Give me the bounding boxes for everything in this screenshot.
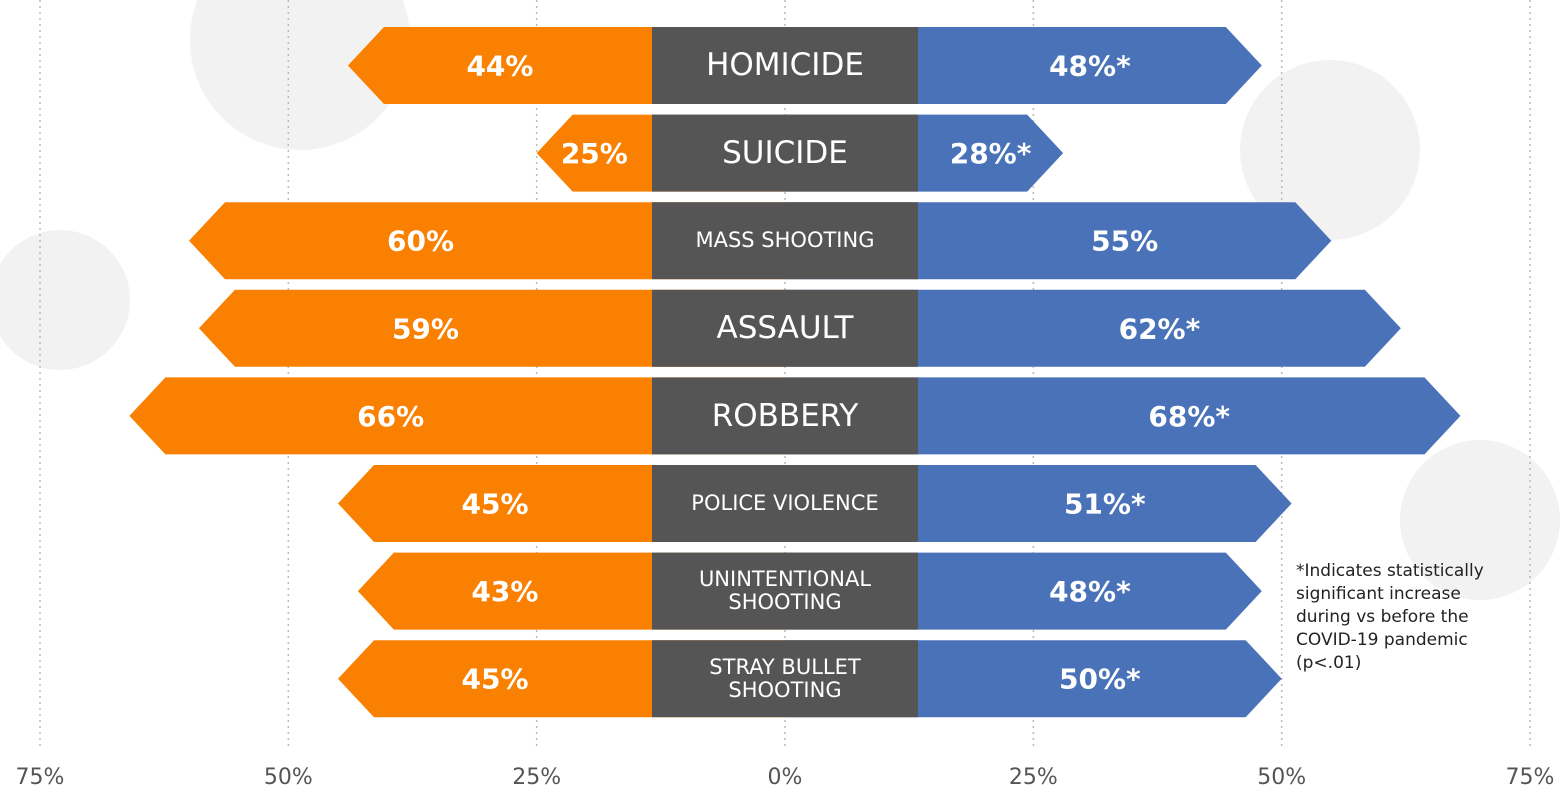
bar bbox=[129, 377, 785, 455]
footnote-line: *Indicates statistically bbox=[1296, 561, 1484, 581]
background-decoration bbox=[0, 0, 1560, 600]
bar bbox=[785, 377, 1461, 455]
category-box bbox=[652, 377, 918, 455]
category-label: HOMICIDE bbox=[706, 47, 864, 84]
value-label: 45% bbox=[461, 663, 528, 696]
value-label: 60% bbox=[387, 225, 454, 258]
value-label: 28%* bbox=[950, 137, 1032, 170]
x-tick-label: 25% bbox=[1009, 765, 1058, 790]
value-label: 25% bbox=[561, 137, 628, 170]
value-label: 50%* bbox=[1059, 663, 1141, 696]
x-tick-label: 75% bbox=[16, 765, 65, 790]
footnote-line: (p<.01) bbox=[1296, 652, 1362, 673]
x-tick-label: 50% bbox=[264, 765, 313, 790]
category-label: ROBBERY bbox=[711, 397, 859, 434]
category-label: MASS SHOOTING bbox=[695, 228, 875, 253]
value-label: 48%* bbox=[1049, 50, 1131, 83]
x-tick-label: 75% bbox=[1506, 765, 1555, 790]
value-label: 44% bbox=[466, 50, 533, 83]
category-label: SUICIDE bbox=[722, 135, 848, 172]
footnote-line: during vs before the bbox=[1296, 606, 1469, 627]
category-label: POLICE VIOLENCE bbox=[691, 490, 879, 515]
value-label: 55% bbox=[1091, 225, 1158, 258]
x-tick-label: 0% bbox=[768, 765, 803, 790]
footnote-line: significant increase bbox=[1296, 583, 1461, 604]
value-label: 66% bbox=[357, 400, 424, 433]
value-label: 45% bbox=[461, 488, 528, 521]
category-box bbox=[652, 465, 918, 542]
x-tick-label: 25% bbox=[512, 765, 561, 790]
category-box bbox=[652, 552, 918, 630]
value-label: 43% bbox=[471, 575, 538, 608]
value-label: 62%* bbox=[1119, 312, 1201, 345]
category-box bbox=[652, 289, 918, 367]
bar bbox=[189, 202, 785, 280]
category-box bbox=[652, 202, 918, 280]
category-box bbox=[652, 114, 918, 192]
x-tick-label: 50% bbox=[1257, 765, 1306, 790]
category-box bbox=[652, 27, 918, 104]
category-box bbox=[652, 640, 918, 718]
value-label: 68%* bbox=[1148, 400, 1230, 433]
bar bbox=[785, 289, 1401, 367]
category-label: ASSAULT bbox=[716, 310, 854, 347]
category-label: UNINTENTIONAL SHOOTING bbox=[698, 567, 872, 615]
footnote-line: COVID-19 pandemic bbox=[1296, 629, 1468, 650]
category-label: STRAY BULLET SHOOTING bbox=[709, 654, 861, 702]
value-label: 51%* bbox=[1064, 488, 1146, 521]
footnote: *Indicates statistically significant incr… bbox=[1296, 560, 1484, 675]
value-label: 59% bbox=[392, 312, 459, 345]
value-label: 48%* bbox=[1049, 575, 1131, 608]
bar bbox=[198, 289, 785, 367]
bar bbox=[785, 202, 1332, 280]
